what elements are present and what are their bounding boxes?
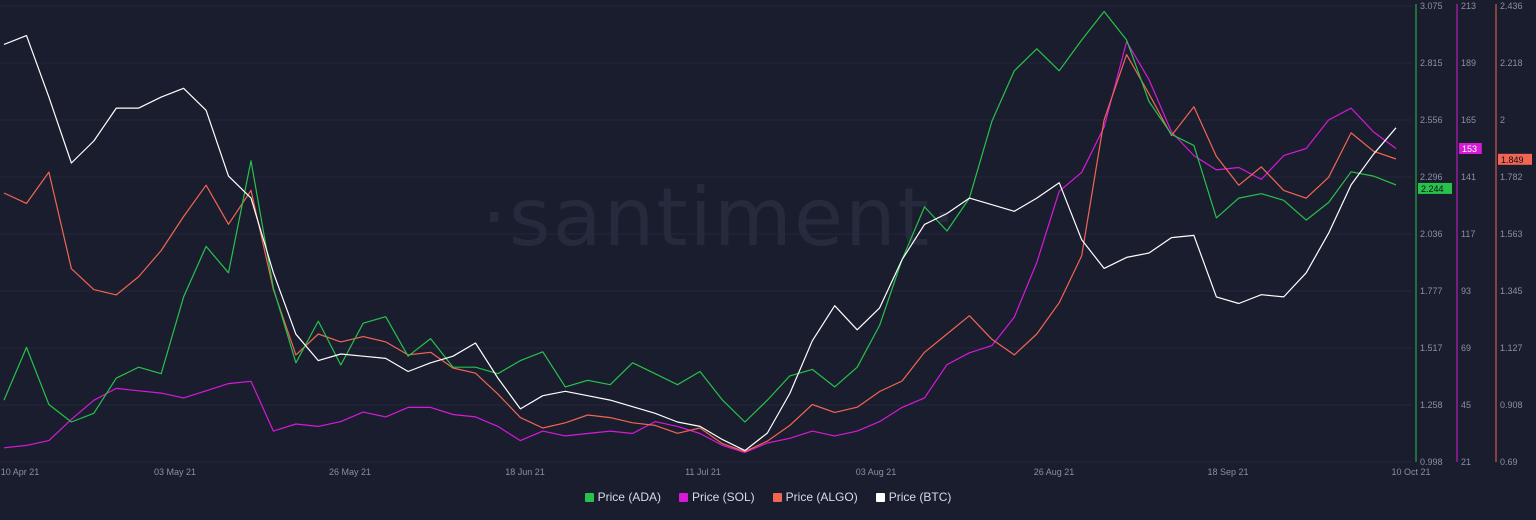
legend-swatch bbox=[875, 492, 885, 502]
x-tick-label: 18 Jun 21 bbox=[505, 467, 545, 477]
y-tick-label: 1.127 bbox=[1500, 343, 1523, 353]
y-tick-label: 0.998 bbox=[1420, 457, 1443, 467]
last-value-label: 1.849 bbox=[1501, 155, 1524, 165]
legend-item-algo[interactable]: Price (ALGO) bbox=[772, 490, 858, 504]
last-value-label: 2.244 bbox=[1421, 184, 1444, 194]
y-tick-label: 1.782 bbox=[1500, 172, 1523, 182]
y-tick-label: 117 bbox=[1461, 229, 1475, 239]
y-tick-label: 2.815 bbox=[1420, 58, 1443, 68]
series-line-pricealgo bbox=[3, 53, 1397, 453]
y-tick-label: 1.258 bbox=[1420, 400, 1443, 410]
y-tick-label: 1.563 bbox=[1500, 229, 1523, 239]
x-tick-label: 10 Oct 21 bbox=[1391, 467, 1430, 477]
x-axis: 10 Apr 21 03 May 21 26 May 21 18 Jun 21 11 J… bbox=[1, 467, 1431, 477]
y-tick-label: 45 bbox=[1461, 400, 1471, 410]
legend-swatch bbox=[772, 492, 782, 502]
watermark: ·santiment· bbox=[481, 171, 958, 264]
y-tick-label: 2.436 bbox=[1500, 1, 1523, 11]
y-tick-label: 141 bbox=[1461, 172, 1476, 182]
last-value-label: 153 bbox=[1462, 144, 1477, 154]
x-tick-label: 10 Apr 21 bbox=[1, 467, 40, 477]
y-tick-label: 2 bbox=[1500, 115, 1505, 125]
y-tick-label: 0.908 bbox=[1500, 400, 1523, 410]
x-tick-label: 18 Sep 21 bbox=[1207, 467, 1248, 477]
legend-label: Price (SOL) bbox=[691, 490, 755, 504]
y-tick-label: 93 bbox=[1461, 286, 1471, 296]
grid-lines bbox=[0, 5, 1412, 463]
last-value-badge bbox=[1498, 153, 1532, 165]
series-line-pricesol bbox=[3, 40, 1397, 454]
legend-swatch bbox=[584, 492, 594, 502]
y-tick-label: 1.777 bbox=[1420, 286, 1443, 296]
y-tick-label: 2.556 bbox=[1420, 115, 1443, 125]
y-tick-label: 189 bbox=[1461, 58, 1476, 68]
legend: Price (ADA) Price (SOL) Price (ALGO) Pri… bbox=[0, 490, 1536, 504]
y-tick-label: 2.036 bbox=[1420, 229, 1443, 239]
y-tick-label: 1.517 bbox=[1420, 343, 1443, 353]
y-tick-label: 3.075 bbox=[1420, 1, 1443, 11]
y-tick-label: 213 bbox=[1461, 1, 1476, 11]
legend-label: Price (BTC) bbox=[888, 490, 952, 504]
x-tick-label: 26 May 21 bbox=[329, 467, 371, 477]
y-tick-label: 2.218 bbox=[1500, 58, 1523, 68]
legend-item-btc[interactable]: Price (BTC) bbox=[875, 490, 952, 504]
y-tick-label: 69 bbox=[1461, 343, 1471, 353]
y-axes: 3.075 2.815 2.556 2.296 2.036 1.777 1.517 1.258… bbox=[1415, 1, 1532, 467]
series-line-pricebtc bbox=[3, 34, 1397, 452]
series-line-priceada bbox=[3, 10, 1397, 423]
y-tick-label: 21 bbox=[1461, 457, 1471, 467]
legend-label: Price (ALGO) bbox=[785, 490, 858, 504]
y-tick-label: 165 bbox=[1461, 115, 1476, 125]
y-tick-label: 1.345 bbox=[1500, 286, 1523, 296]
series-layer bbox=[3, 10, 1397, 454]
y-tick-label: 0.69 bbox=[1500, 457, 1518, 467]
last-value-badge bbox=[1418, 182, 1452, 194]
x-tick-label: 03 May 21 bbox=[154, 467, 196, 477]
y-tick-label: 2.296 bbox=[1420, 172, 1443, 182]
legend-label: Price (ADA) bbox=[597, 490, 661, 504]
legend-item-ada[interactable]: Price (ADA) bbox=[584, 490, 661, 504]
x-tick-label: 03 Aug 21 bbox=[856, 467, 897, 477]
last-value-badge bbox=[1459, 143, 1482, 154]
legend-item-sol[interactable]: Price (SOL) bbox=[678, 490, 755, 504]
x-tick-label: 11 Jul 21 bbox=[685, 467, 721, 477]
legend-swatch bbox=[678, 492, 688, 502]
x-tick-label: 26 Aug 21 bbox=[1034, 467, 1075, 477]
